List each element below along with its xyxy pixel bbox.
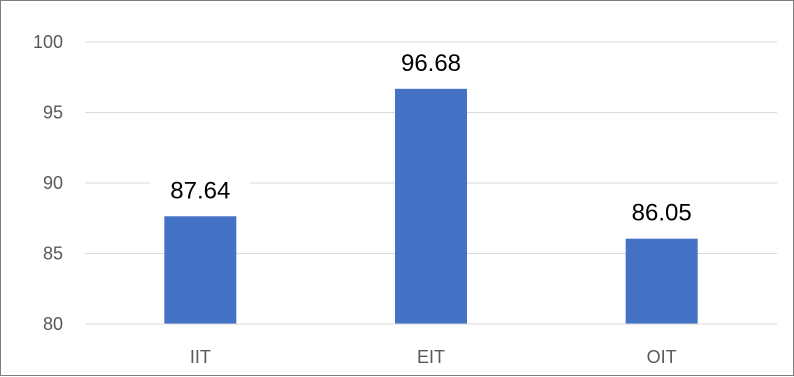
y-tick-label: 95: [43, 103, 63, 123]
x-tick-label-eit: EIT: [417, 347, 445, 367]
x-tick-label-oit: OIT: [647, 347, 677, 367]
y-tick-label: 90: [43, 173, 63, 193]
data-label-eit: 96.68: [401, 50, 461, 77]
x-tick-label-iit: IIT: [190, 347, 211, 367]
y-tick-label: 85: [43, 244, 63, 264]
y-tick-label: 100: [33, 32, 63, 52]
data-label-iit: 87.64: [170, 177, 230, 204]
data-label-background: [611, 194, 712, 229]
bar-oit: [625, 238, 698, 324]
data-label-background: [381, 44, 481, 79]
bar-iit: [164, 216, 237, 324]
y-tick-label: 80: [43, 314, 63, 334]
bar-eit: [395, 88, 467, 324]
data-label-background: [150, 172, 251, 207]
data-label-oit: 86.05: [632, 200, 692, 227]
